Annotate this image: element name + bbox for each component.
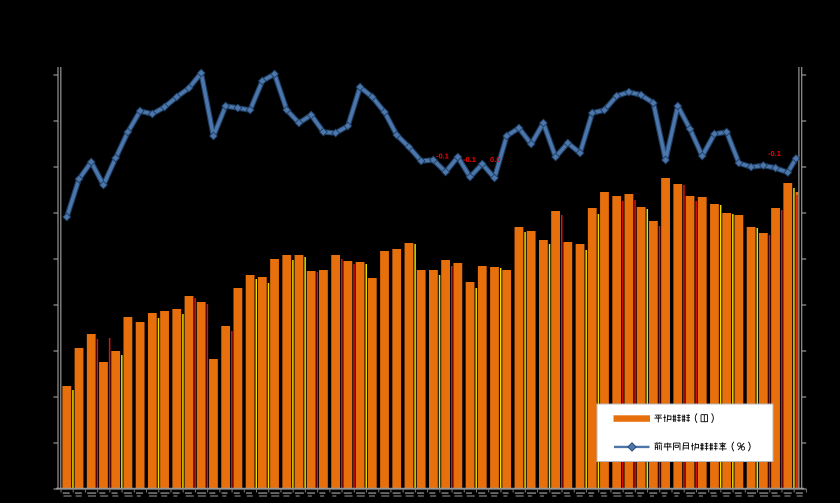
svg-text:0.0: 0.0 [490, 155, 500, 164]
svg-text:-0.1: -0.1 [463, 155, 476, 164]
svg-text:-0.1: -0.1 [768, 149, 781, 158]
svg-text:-0.1: -0.1 [436, 152, 449, 161]
